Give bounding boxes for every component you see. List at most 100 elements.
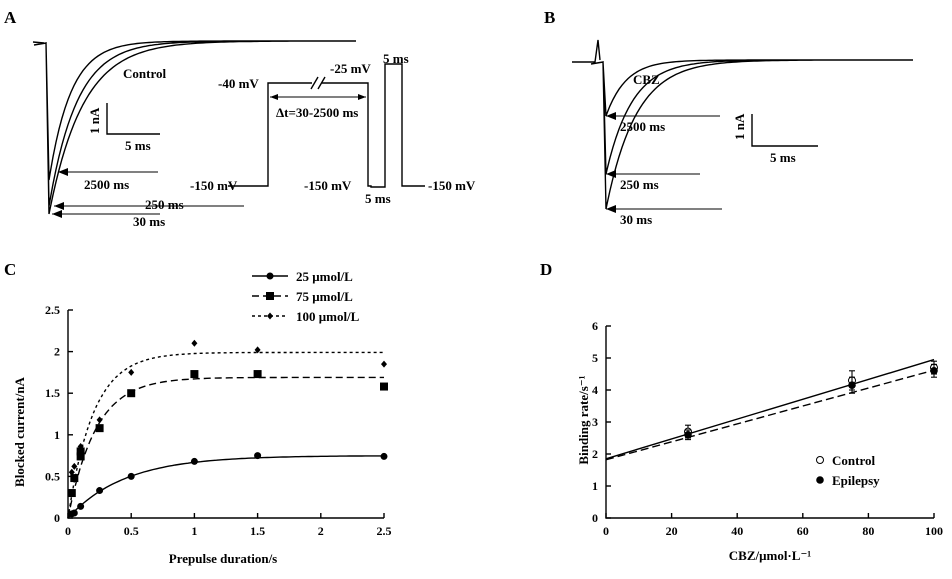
c-point-0 [190,457,198,465]
arrow-30ms-b: 30 ms [606,205,722,227]
c-point-2 [254,346,261,354]
d-xtick-label: 20 [666,524,678,538]
panel-label-a: A [4,8,17,27]
c-xtick-label: 0 [65,524,71,538]
panel-d: D 0 20 40 60 80 100 0 1 2 3 4 5 6 Binding rate/s⁻¹ C… [540,260,943,563]
c-point-1 [380,382,388,391]
c-ytick-label: 2.5 [45,303,60,317]
c-ytick-label: 1.5 [45,386,60,400]
c-axes [67,310,384,519]
c-legend-label-1: 75 μmol/L [296,289,353,304]
c-point-1 [76,452,85,461]
d-xtick-label: 0 [603,524,609,538]
d-legend-label-0: Control [832,453,875,468]
scale-time-b: 5 ms [770,150,796,165]
d-point-1 [930,367,938,375]
svg-text:2500 ms: 2500 ms [84,177,129,192]
condition-label-control: Control [123,66,166,81]
c-ytick-label: 1 [54,428,60,442]
legend-d: Control Epilepsy [816,453,880,488]
c-xtick-label: 1 [191,524,197,538]
svg-text:30 ms: 30 ms [133,214,165,229]
c-point-0 [380,452,388,460]
d-legend-label-1: Epilepsy [832,473,880,488]
c-point-0 [254,452,262,460]
c-point-2 [96,416,103,424]
voltage-protocol: -40 mV -25 mV 5 ms Δt=30-2500 ms -150 mV… [190,51,476,206]
d-xlabel: CBZ/μmol·L⁻¹ [729,548,812,563]
panel-b: B CBZ 1 nA 5 ms 2500 ms 250 ms 30 ms [544,8,913,227]
c-xtick-label: 2 [318,524,324,538]
c-point-2 [77,447,84,455]
scale-current-a: 1 nA [87,107,102,134]
arrow-2500ms-a: 2500 ms [58,168,158,192]
arrow-2500ms-b: 2500 ms [606,112,720,134]
scale-bar-a [106,103,160,135]
c-xtick-label: 0.5 [124,524,139,538]
axis-break-mark [310,76,326,90]
panel-label-c: C [4,260,16,279]
c-point-2 [68,468,75,476]
protocol-delta-t: Δt=30-2500 ms [276,105,358,120]
current-traces-cbz [572,39,913,210]
current-traces-control [32,40,356,215]
d-ytick-label: 2 [592,447,598,461]
c-xlabel: Prepulse duration/s [169,551,277,566]
c-xtick-label: 1.5 [250,524,265,538]
c-ytick-label: 2 [54,345,60,359]
c-ytick-label: 0.5 [45,469,60,483]
c-point-1 [190,370,199,379]
panel-label-d: D [540,260,552,279]
d-xtick-label: 40 [731,524,743,538]
c-point-0 [77,502,85,510]
c-ytick-label: 0 [54,511,60,525]
d-ytick-label: 1 [592,479,598,493]
d-point-1 [848,381,856,390]
protocol-top-pulse: 5 ms [383,51,409,66]
scale-time-a: 5 ms [125,138,151,153]
c-point-2 [381,360,387,368]
d-xtick-label: 80 [862,524,874,538]
d-fit-0 [605,358,935,460]
d-ytick-label: 3 [592,415,598,429]
c-point-0 [70,509,78,517]
c-legend-label-2: 100 μmol/L [296,309,360,324]
panel-label-b: B [544,8,555,27]
c-point-0 [96,487,104,495]
c-point-1 [253,370,262,379]
c-fit-0 [67,455,385,519]
c-legend-label-0: 25 μmol/L [296,269,353,284]
d-fit-1 [605,369,935,461]
c-legend-marker-0 [266,272,274,280]
legend-c: 25 μmol/L 75 μmol/L 100 μmol/L [252,269,360,324]
d-ytick-label: 5 [592,351,598,365]
protocol-base-left: -150 mV [190,178,238,193]
c-point-2 [71,462,78,470]
svg-text:250 ms: 250 ms [145,197,184,212]
protocol-base-right: -150 mV [428,178,476,193]
d-axes [605,326,934,519]
c-legend-marker-2 [267,312,273,320]
arrow-250ms-b: 250 ms [606,170,700,192]
c-point-0 [127,472,135,480]
c-point-1 [127,389,136,398]
scale-bar-b [751,114,818,147]
protocol-gap: 5 ms [365,191,391,206]
d-legend-marker-0 [816,456,824,464]
protocol-step-right: -25 mV [330,61,371,76]
d-ytick-label: 4 [592,383,598,397]
condition-label-cbz: CBZ [633,72,660,87]
c-point-2 [77,442,84,450]
protocol-hold-left: -40 mV [218,76,259,91]
panel-a: A Control 1 nA 5 ms 2500 ms 250 ms 30 ms [4,8,356,229]
c-fit-1 [67,376,384,519]
c-ylabel: Blocked current/nA [12,376,27,487]
d-ytick-label: 6 [592,319,598,333]
c-legend-marker-1 [266,292,274,300]
c-point-1 [95,424,104,433]
chart-d: 0 20 40 60 80 100 0 1 2 3 4 5 6 [592,319,943,538]
svg-text:250 ms: 250 ms [620,177,659,192]
protocol-base-mid: -150 mV [304,178,352,193]
arrow-250ms-a: 250 ms [54,197,244,212]
